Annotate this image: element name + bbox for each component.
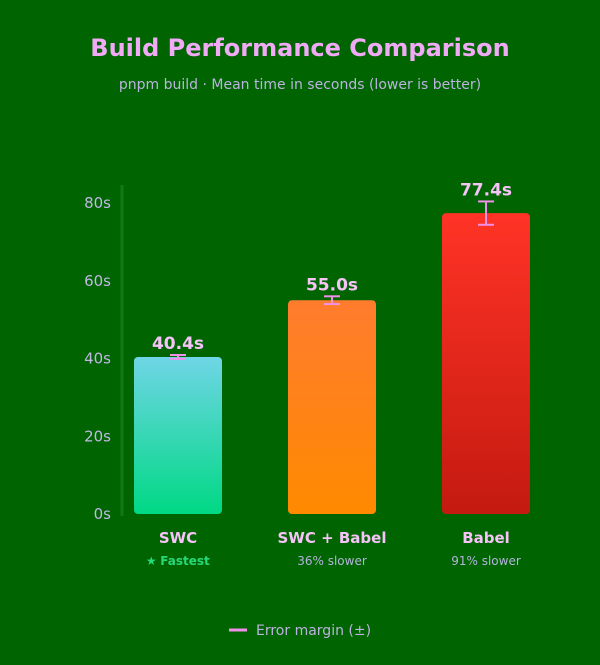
bars: 40.4s SWC Fastest★ 55.0s SWC + Babel 36% slow… [134,180,530,568]
category-note: 36% slower [297,554,367,568]
legend: Error margin (±) [229,623,371,639]
y-axis-ticks: 0s 20s 40s 60s 80s [84,194,111,523]
chart-subtitle: pnpm build · Mean time in seconds (lower… [119,77,481,93]
y-tick-label: 60s [84,272,111,290]
bar [288,300,376,514]
bar [442,213,530,515]
value-label: 55.0s [306,275,358,295]
category-note: 91% slower [451,554,521,568]
y-tick-label: 20s [84,427,111,445]
legend-label: Error margin (±) [256,623,371,639]
star-icon: ★ [146,554,157,568]
category-label: SWC [159,529,197,547]
value-label: 77.4s [460,180,512,200]
category-label: Babel [462,529,510,547]
y-tick-label: 40s [84,350,111,368]
y-tick-label: 80s [84,194,111,212]
y-tick-label: 0s [94,505,112,523]
chart-title: Build Performance Comparison [90,34,509,62]
bar [134,356,222,514]
category-label: SWC + Babel [278,529,387,547]
value-label: 40.4s [152,334,204,354]
category-note: Fastest [160,554,210,568]
